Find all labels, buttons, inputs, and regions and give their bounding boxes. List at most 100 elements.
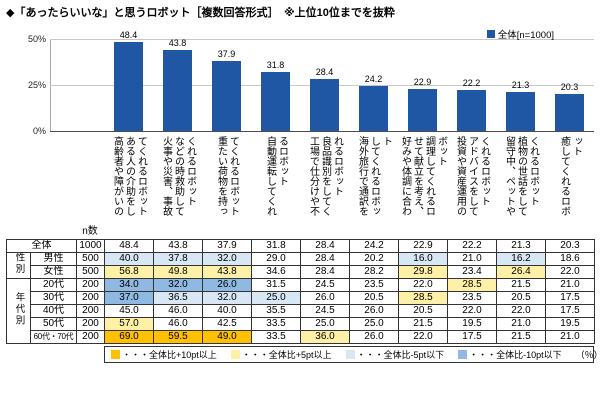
category-label: 自動運転してくれるロボット [251, 133, 300, 239]
data-cell: 28.4 [300, 239, 350, 253]
data-cell: 26.0 [349, 330, 399, 344]
footer-legend-swatch [345, 350, 355, 359]
data-cell: 59.5 [153, 330, 203, 344]
n-value: 200 [76, 330, 105, 344]
category-label: 高齢者や障がいのある人の介助をしてくれるロボット [104, 133, 153, 239]
data-cell: 36.0 [300, 330, 350, 344]
bar [212, 61, 241, 131]
bar [359, 86, 388, 131]
legend-label: 全体[n=1000] [497, 30, 554, 41]
data-cell: 24.2 [349, 239, 399, 253]
y-axis-tick-label: 0% [32, 126, 46, 136]
category-label-text: 癒してくれるロボット [558, 136, 582, 216]
bar-chart: 50% 25% 0% 48.4 43.8 37.9 31.8 28.4 24.2 22.9 22.2… [6, 21, 594, 136]
category-label-text: 投資や資産運用のアドバイスをしてくれるロボット [454, 136, 490, 216]
data-cell: 34.6 [251, 265, 301, 279]
data-cell: 21.5 [496, 278, 546, 292]
unit-label: （％） [575, 350, 600, 360]
data-cell: 22.0 [398, 278, 448, 292]
category-labels-row: n数 高齢者や障がいのある人の介助をしてくれるロボット 火事や災害、事故などの時救… [6, 133, 594, 239]
data-cell: 26.0 [349, 304, 399, 318]
data-cell: 23.4 [447, 265, 497, 279]
data-cell: 34.0 [104, 278, 154, 292]
data-cell: 28.4 [300, 252, 350, 266]
category-label: 重たい荷物を持ってくれるロボット [202, 133, 251, 239]
bar [506, 92, 535, 131]
data-cell: 23.5 [447, 291, 497, 305]
page-title: ◆「あったらいいな」と思うロボット［複数回答形式］ ※上位10位までを抜粋 [6, 7, 395, 19]
data-cell: 22.2 [447, 239, 497, 253]
category-label-text: 高齢者や障がいのある人の介助をしてくれるロボット [111, 136, 147, 216]
data-cell: 22.0 [545, 265, 595, 279]
data-cell: 21.0 [545, 330, 595, 344]
data-cell: 42.5 [202, 317, 252, 331]
data-cell: 26.0 [300, 291, 350, 305]
data-cell: 17.5 [545, 304, 595, 318]
data-cell: 21.0 [447, 252, 497, 266]
footer-legend-swatch [111, 350, 120, 359]
table-row: 全体 1000 48.4 43.8 37.9 31.8 28.4 24.2 22.9 22.2 21… [6, 239, 595, 253]
data-cell: 21.0 [545, 278, 595, 292]
n-value: 200 [76, 304, 105, 318]
row-label: 30代 [30, 291, 77, 305]
data-cell: 22.9 [398, 239, 448, 253]
data-cell: 22.0 [398, 330, 448, 344]
data-cell: 28.5 [447, 278, 497, 292]
bar [555, 94, 584, 131]
category-label: 好みや体調に合わせて献立を考え、調理してくれるロボット [398, 133, 447, 239]
content: ◆「あったらいいな」と思うロボット［複数回答形式］ ※上位10位までを抜粋 50… [6, 4, 600, 363]
category-label: 投資や資産運用のアドバイスをしてくれるロボット [447, 133, 496, 239]
data-cell: 43.8 [202, 265, 252, 279]
n-value: 200 [76, 317, 105, 331]
n-column-header: n数 [82, 226, 98, 237]
data-cell: 19.5 [447, 317, 497, 331]
bar-value-label: 31.8 [266, 60, 285, 70]
table-row: 年代別 20代 200 34.0 32.0 26.0 31.5 24.5 23.5 22.0 28.… [6, 278, 595, 344]
data-cell: 35.5 [251, 304, 301, 318]
bar [114, 42, 143, 131]
data-cell: 32.0 [202, 291, 252, 305]
category-label-text: 火事や災害、事故などの時救助してくれるロボット [160, 136, 196, 216]
n-value: 500 [76, 252, 105, 266]
data-cell: 28.5 [398, 291, 448, 305]
row-group-label: 年代別 [6, 278, 31, 344]
category-row-spacer: n数 [6, 133, 104, 239]
bar-value-label: 20.3 [560, 82, 579, 92]
table-row: 性別 男性 500 40.0 37.8 32.0 29.0 28.4 20.2 16.0 21.0 1… [6, 252, 595, 279]
row-group-label: 性別 [6, 252, 31, 279]
y-axis-tick-label: 25% [27, 80, 46, 90]
table-row: 30代 200 37.0 36.5 32.0 25.0 26.0 20.5 28.5 23.5 20… [7, 291, 595, 305]
plot-area: 50% 25% 0% 48.4 43.8 37.9 31.8 28.4 24.2 22.9 22.2… [6, 21, 594, 136]
category-label: 工場で仕分けや不良品識別をしてくれるロボット [300, 133, 349, 239]
breakdown-table: 全体 1000 48.4 43.8 37.9 31.8 28.4 24.2 22.9 22.2 21… [6, 239, 595, 344]
bar [457, 90, 486, 131]
data-cell: 22.0 [447, 304, 497, 318]
category-label-text: 重たい荷物を持ってくれるロボット [215, 136, 239, 216]
footer-legend-item: ・・・全体比-5pt以下 [345, 348, 444, 361]
bar-value-label: 22.2 [462, 78, 481, 88]
data-cell: 25.0 [300, 317, 350, 331]
footer-legend-label: ・・・全体比+10pt以上 [122, 350, 217, 360]
row-label: 20代 [30, 278, 77, 292]
data-cell: 25.0 [349, 317, 399, 331]
data-cell: 20.5 [349, 291, 399, 305]
footer-legend-item: ・・・全体比+5pt以上 [230, 348, 332, 361]
category-label: 癒してくれるロボット [545, 133, 594, 239]
gridline [50, 39, 594, 40]
data-cell: 49.8 [153, 265, 203, 279]
data-cell: 33.5 [251, 330, 301, 344]
footer-legend-label: ・・・全体比+5pt以上 [241, 350, 332, 360]
data-cell: 20.5 [398, 304, 448, 318]
data-cell: 21.5 [496, 330, 546, 344]
data-cell: 49.0 [202, 330, 252, 344]
legend-swatch [486, 30, 495, 38]
category-label-text: 好みや体調に合わせて献立を考え、調理してくれるロボット [399, 136, 447, 216]
data-cell: 43.8 [153, 239, 203, 253]
data-cell: 40.0 [202, 304, 252, 318]
data-cell: 26.0 [202, 278, 252, 292]
bar [261, 72, 290, 131]
data-cell: 16.0 [398, 252, 448, 266]
data-cell: 18.6 [545, 252, 595, 266]
data-cell: 48.4 [104, 239, 154, 253]
